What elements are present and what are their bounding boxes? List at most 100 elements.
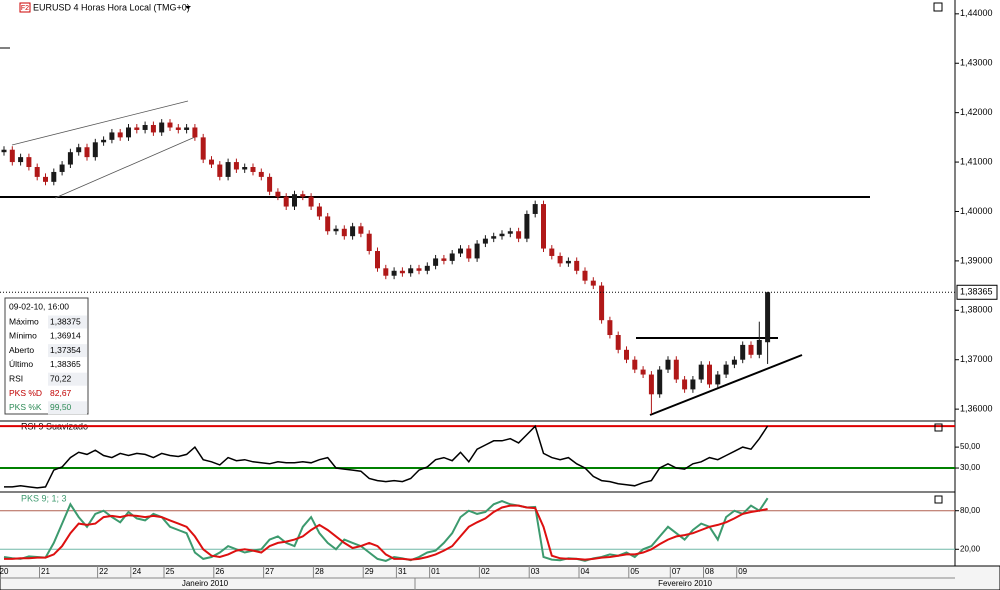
info-key: PKS %K (9, 402, 42, 412)
candle-body (408, 268, 414, 274)
candle-body (192, 127, 198, 138)
candle-body (657, 369, 663, 395)
candle-body (109, 132, 115, 140)
candle-body (358, 226, 364, 234)
candle-body (491, 236, 497, 239)
info-key: Último (9, 359, 33, 369)
info-key: Aberto (9, 345, 34, 355)
channel-line (54, 136, 196, 199)
candle-body (557, 255, 563, 264)
info-value: 1,36914 (50, 331, 81, 341)
candle-body (43, 176, 48, 182)
candle-body (184, 127, 190, 130)
candle-body (433, 258, 439, 266)
candle-body (275, 191, 281, 197)
candle-body (242, 167, 248, 170)
candle-body (142, 125, 148, 130)
candle-body (499, 233, 505, 237)
candle-body (341, 228, 347, 237)
last-price-label: 1,38365 (960, 287, 993, 297)
x-tick-label: 21 (41, 567, 50, 576)
info-key: Mínimo (9, 331, 37, 341)
x-tick-label: 04 (581, 567, 590, 576)
candle-body (707, 364, 712, 385)
badge-box (19, 2, 31, 13)
info-row-bg (48, 344, 87, 358)
candle-body (283, 196, 289, 207)
month-label: Janeiro 2010 (182, 579, 229, 588)
candle-body (607, 320, 613, 336)
candle-body (458, 248, 463, 254)
candle-body (300, 194, 306, 197)
window-button[interactable] (934, 423, 943, 432)
candle-body (117, 132, 123, 138)
last-price-box (956, 284, 998, 300)
x-tick-label: 08 (705, 567, 714, 576)
y-tick-label: 30,00 (960, 463, 981, 472)
candle-body (549, 248, 555, 256)
candle-body (150, 125, 156, 133)
candle-body (84, 147, 90, 158)
candle-body (731, 359, 737, 365)
x-tick-label: 31 (398, 567, 407, 576)
indicator-line (4, 424, 769, 489)
indicator-line (4, 504, 768, 561)
candle-body (516, 231, 522, 239)
indicator-line (3, 497, 769, 562)
x-tick-label: 26 (215, 567, 224, 576)
x-tick-label: 03 (531, 567, 540, 576)
dropdown[interactable] (185, 6, 191, 9)
candle-body (9, 149, 15, 163)
candle-body (225, 162, 231, 177)
candle-body (51, 171, 57, 182)
y-tick-label: 1,41000 (960, 156, 993, 166)
candle-body (449, 253, 455, 261)
y-tick-label: 1,39000 (960, 255, 993, 265)
y-tick-label: 80,00 (960, 506, 981, 515)
x-tick-label: 22 (99, 567, 108, 576)
candle-body (383, 268, 389, 276)
candle-body (715, 374, 721, 385)
candle-body (524, 213, 530, 239)
candle-body (1, 149, 7, 153)
info-row-bg (48, 315, 87, 329)
x-tick-label: 01 (431, 567, 440, 576)
candle-body (482, 238, 488, 244)
month-label: Fevereiro 2010 (658, 579, 712, 588)
info-value: 1,37354 (50, 345, 81, 355)
candle-body (308, 196, 314, 207)
info-value: 82,67 (50, 388, 72, 398)
candle-body (748, 344, 754, 355)
window-button[interactable] (933, 2, 943, 12)
candle-body (258, 171, 264, 177)
window-button[interactable] (934, 495, 943, 504)
y-tick-label: 20,00 (960, 544, 981, 553)
candle-body (690, 379, 696, 390)
info-key: Máximo (9, 316, 39, 326)
triangle-support (649, 354, 803, 416)
info-value: 70,22 (50, 373, 72, 383)
candle-body (333, 228, 339, 232)
candle-body (424, 265, 430, 271)
candle-body (76, 147, 82, 153)
candle-body (399, 270, 405, 274)
x-tick-label: 02 (481, 567, 490, 576)
candle-body (292, 194, 297, 207)
candle-body (574, 260, 580, 271)
y-tick-label: 1,37000 (960, 354, 993, 364)
candle-body (59, 164, 65, 172)
candle-body (441, 258, 447, 261)
panel-title: PKS 9; 1; 3 (21, 493, 67, 503)
candle-body (159, 122, 165, 133)
candle-body (325, 216, 331, 232)
info-row-bg (48, 372, 87, 386)
candle-body (648, 374, 654, 395)
candle-body (765, 292, 771, 343)
candle-body (250, 167, 256, 172)
y-tick-label: 1,38000 (960, 305, 993, 315)
candle-body (624, 349, 629, 360)
candle-body (466, 248, 472, 259)
candle-body (350, 226, 356, 237)
y-tick-label: 50,00 (960, 442, 981, 451)
